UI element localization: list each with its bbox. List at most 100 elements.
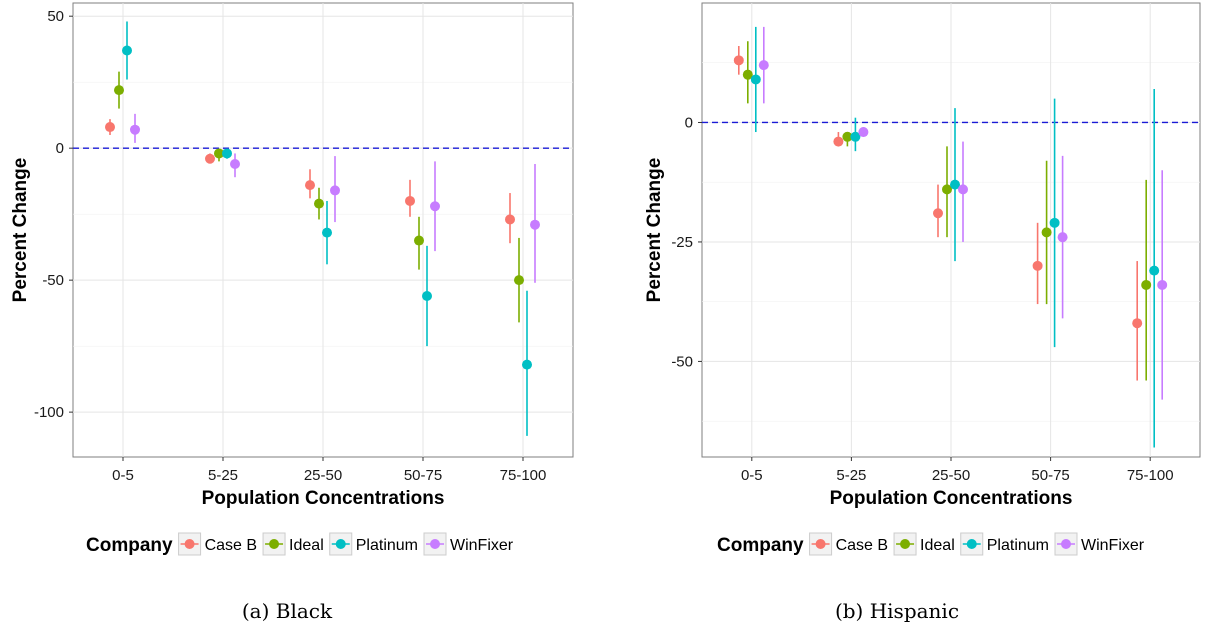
legend-title: Company	[717, 535, 804, 556]
legend-key-point	[430, 539, 440, 549]
series-platinum	[122, 21, 532, 436]
chart-panel-2: 0 -25 -50 0-5 5-25 25-50 50-75 75-100 Population…	[644, 2, 1201, 623]
legend-label: Ideal	[289, 537, 324, 554]
data-point	[933, 208, 943, 219]
series-platinum	[750, 26, 1160, 448]
data-point	[514, 275, 524, 286]
legend-label: WinFixer	[450, 537, 514, 554]
data-point	[1049, 217, 1060, 228]
legend-item: WinFixer	[1054, 532, 1145, 556]
y-axis-title: Percent Change	[10, 158, 31, 303]
chart-panel-1: 50 0 -50 -100 0-5 5-25 25-50 50-75 75-100 Populat…	[10, 2, 574, 623]
legend-label: Ideal	[920, 537, 955, 554]
legend-key-point	[184, 539, 195, 549]
y-tick-label: 50	[47, 8, 64, 25]
series-winfixer	[130, 113, 540, 283]
data-point	[414, 235, 424, 246]
data-point	[850, 131, 861, 142]
data-point	[842, 131, 853, 142]
legend-label: WinFixer	[1081, 537, 1145, 554]
legend-key-point	[1061, 539, 1071, 549]
data-point	[130, 124, 140, 135]
data-point	[522, 359, 532, 370]
data-point	[405, 195, 415, 206]
series-winfixer	[758, 26, 1168, 400]
figure-caption: (b) Hispanic	[835, 599, 959, 623]
data-point	[1149, 265, 1160, 276]
x-tick-label: 0-5	[112, 467, 134, 484]
x-axis-title: Population Concentrations	[202, 488, 445, 509]
legend-key-point	[269, 539, 280, 549]
data-point	[305, 180, 315, 191]
data-point	[1157, 279, 1168, 290]
data-point	[114, 85, 124, 96]
y-tick-label: 0	[685, 114, 693, 131]
data-point	[958, 184, 968, 195]
y-axis-title: Percent Change	[644, 158, 665, 303]
data-point	[1141, 279, 1152, 290]
legend-item: Case B	[178, 532, 257, 556]
data-point	[833, 136, 844, 147]
data-point	[1032, 260, 1043, 271]
data-point	[330, 185, 340, 196]
x-tick-label: 75-100	[500, 467, 547, 484]
legend-label: Case B	[205, 537, 257, 554]
legend-label: Platinum	[987, 537, 1049, 554]
y-tick-label: -25	[671, 234, 693, 251]
data-point	[322, 227, 332, 238]
x-tick-label: 50-75	[404, 467, 442, 484]
data-point	[758, 60, 769, 71]
x-tick-label: 75-100	[1127, 467, 1174, 484]
y-tick-label: 0	[56, 140, 64, 157]
legend-item: Platinum	[329, 532, 418, 556]
legend-key-point	[815, 539, 826, 549]
series-ideal	[742, 41, 1152, 381]
legend-key-point	[900, 539, 911, 549]
series-case-b	[105, 119, 515, 244]
x-tick-label: 0-5	[741, 467, 763, 484]
data-point	[314, 198, 324, 209]
data-point	[505, 214, 515, 225]
data-point	[733, 55, 744, 66]
data-point	[742, 69, 753, 80]
legend-item: WinFixer	[423, 532, 514, 556]
legend: Company Case B Ideal Platinum WinFixer	[86, 532, 514, 556]
legend-item: Ideal	[893, 532, 955, 556]
data-point	[858, 127, 869, 138]
series-ideal	[114, 71, 524, 323]
legend-item: Ideal	[262, 532, 324, 556]
series-case-b	[733, 46, 1143, 381]
data-point	[1041, 227, 1052, 238]
legend-key-point	[966, 539, 977, 549]
legend-title: Company	[86, 535, 173, 556]
data-point	[750, 74, 761, 85]
x-axis-title: Population Concentrations	[830, 488, 1073, 509]
x-tick-label: 50-75	[1031, 467, 1069, 484]
legend-item: Platinum	[960, 532, 1049, 556]
data-point	[230, 159, 240, 170]
x-tick-label: 5-25	[208, 467, 238, 484]
data-point	[950, 179, 960, 190]
data-point	[222, 148, 232, 159]
data-point	[1132, 318, 1143, 329]
y-tick-label: -50	[42, 272, 64, 289]
x-tick-label: 5-25	[836, 467, 866, 484]
data-point	[105, 122, 115, 133]
y-tick-label: -50	[671, 353, 693, 370]
data-point	[422, 290, 432, 301]
legend-key-point	[335, 539, 346, 549]
data-point	[530, 219, 540, 230]
x-tick-label: 25-50	[304, 467, 342, 484]
y-tick-label: -100	[34, 404, 64, 421]
legend-label: Platinum	[356, 537, 418, 554]
legend-label: Case B	[836, 537, 888, 554]
data-point	[214, 148, 224, 159]
data-point	[430, 201, 440, 212]
data-point	[942, 184, 952, 195]
legend-item: Case B	[809, 532, 888, 556]
data-point	[122, 45, 132, 56]
x-tick-label: 25-50	[932, 467, 970, 484]
data-point	[1057, 232, 1068, 243]
data-point	[205, 153, 215, 164]
